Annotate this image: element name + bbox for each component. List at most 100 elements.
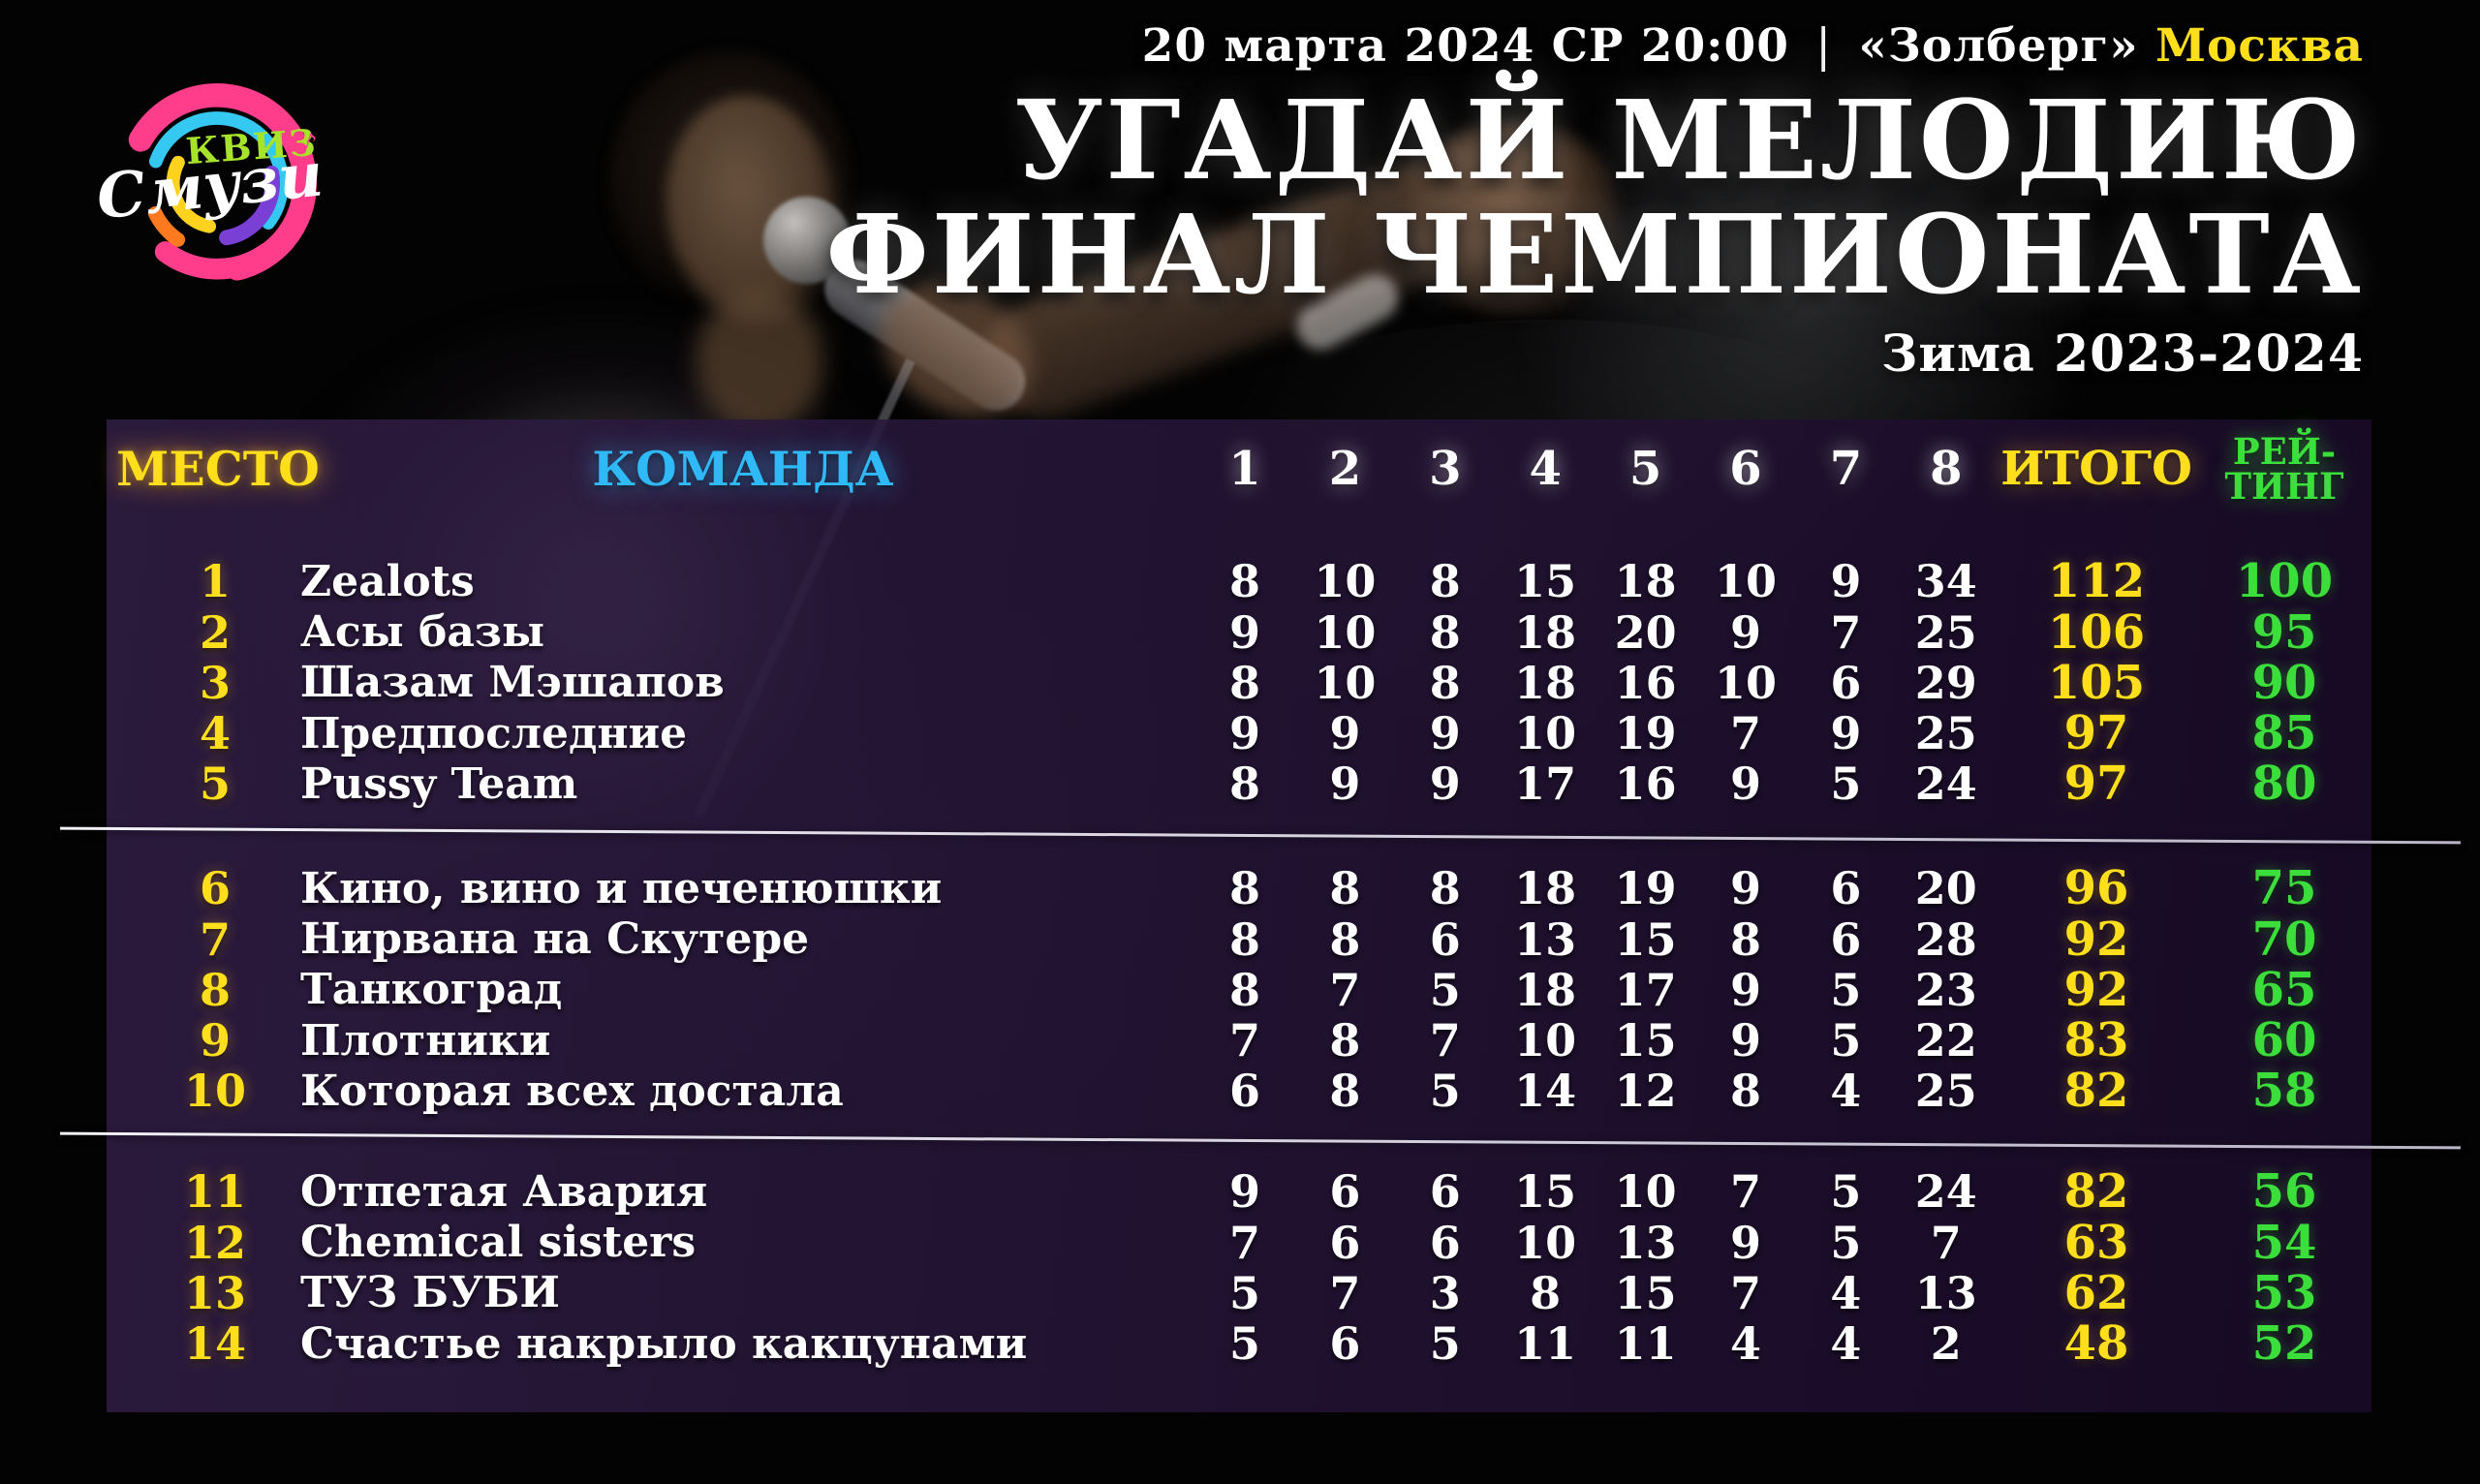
round-score: 5 xyxy=(1228,1317,1260,1371)
round-score: 5 xyxy=(1830,1014,1862,1067)
header-round-4: 4 xyxy=(1529,442,1562,496)
round-score: 6 xyxy=(1329,1165,1361,1219)
place-cell: 7 xyxy=(199,912,231,966)
team-name: ТУЗ БУБИ xyxy=(300,1268,560,1318)
round-score: 6 xyxy=(1429,1165,1461,1219)
round-score: 10 xyxy=(1514,707,1577,760)
round-score: 16 xyxy=(1614,757,1677,811)
round-score: 22 xyxy=(1914,1014,1977,1067)
round-score: 7 xyxy=(1329,1266,1361,1319)
round-score: 10 xyxy=(1314,656,1377,709)
rating-score: 65 xyxy=(2251,962,2317,1017)
round-score: 4 xyxy=(1729,1317,1761,1371)
round-score: 6 xyxy=(1830,912,1862,966)
round-score: 9 xyxy=(1729,862,1761,915)
round-score: 5 xyxy=(1429,1317,1461,1371)
round-score: 6 xyxy=(1830,862,1862,915)
round-score: 18 xyxy=(1514,862,1577,915)
round-score: 6 xyxy=(1329,1216,1361,1269)
team-name: Счастье накрыло какцунами xyxy=(300,1318,1028,1369)
total-score: 92 xyxy=(2063,962,2129,1017)
table-row: 5 Pussy Team 8 9 9 17 16 9 5 24 97 80 xyxy=(107,757,2372,812)
table-row: 10 Которая всех достала 6 8 5 14 12 8 4 25 82 58 xyxy=(107,1064,2372,1119)
round-score: 15 xyxy=(1614,1014,1677,1067)
round-score: 12 xyxy=(1614,1065,1677,1118)
table-header-row: МЕСТО КОМАНДА ИТОГО РЕЙ- ТИНГ 1 2 3 4 5 6 7 8 xyxy=(107,427,2372,510)
rating-score: 70 xyxy=(2251,912,2317,967)
round-score: 7 xyxy=(1729,1266,1761,1319)
round-score: 8 xyxy=(1429,555,1461,608)
place-cell: 12 xyxy=(183,1216,246,1269)
rating-score: 80 xyxy=(2251,757,2317,812)
team-name: Zealots xyxy=(300,556,475,606)
table-row: 2 Асы базы 9 10 8 18 20 9 7 25 106 95 xyxy=(107,604,2372,660)
round-score: 4 xyxy=(1830,1266,1862,1319)
table-row: 3 Шазам Мэшапов 8 10 8 18 16 10 6 29 105 90 xyxy=(107,656,2372,710)
header-round-7: 7 xyxy=(1829,442,1863,496)
round-score: 13 xyxy=(1914,1266,1977,1319)
total-score: 92 xyxy=(2063,912,2129,967)
total-score: 62 xyxy=(2063,1265,2129,1320)
round-score: 9 xyxy=(1729,1014,1761,1067)
round-score: 5 xyxy=(1830,757,1862,811)
round-score: 28 xyxy=(1914,912,1977,966)
round-score: 15 xyxy=(1614,912,1677,966)
round-score: 13 xyxy=(1514,912,1577,966)
table-group-bottom4: 11 Отпетая Авария 9 6 6 15 10 7 5 24 82 56 12 Chemica… xyxy=(107,1164,2372,1372)
divider-bar: | xyxy=(1815,19,1833,73)
rating-score: 60 xyxy=(2251,1013,2317,1068)
place-cell: 1 xyxy=(199,555,231,608)
place-cell: 3 xyxy=(199,656,231,709)
round-score: 8 xyxy=(1228,912,1260,966)
header-round-2: 2 xyxy=(1328,442,1362,496)
round-score: 9 xyxy=(1729,963,1761,1016)
table-row: 13 ТУЗ БУБИ 5 7 3 8 15 7 4 13 62 53 xyxy=(107,1265,2372,1320)
round-score: 5 xyxy=(1429,1065,1461,1118)
round-score: 10 xyxy=(1314,605,1377,659)
table-row: 9 Плотники 7 8 7 10 15 9 5 22 83 60 xyxy=(107,1013,2372,1068)
round-score: 8 xyxy=(1228,757,1260,811)
total-score: 106 xyxy=(2047,604,2146,660)
rating-score: 53 xyxy=(2251,1265,2317,1320)
round-score: 8 xyxy=(1429,862,1461,915)
kviz-smuzi-logo: КВИЗ ♪ Смузи xyxy=(93,82,326,284)
logo-pink-bottom-swirl xyxy=(120,86,314,280)
round-score: 8 xyxy=(1729,1065,1761,1118)
round-score: 13 xyxy=(1614,1216,1677,1269)
round-score: 19 xyxy=(1614,862,1677,915)
header-total: ИТОГО xyxy=(2000,442,2192,496)
round-score: 10 xyxy=(1514,1216,1577,1269)
place-cell: 4 xyxy=(199,707,231,760)
total-score: 96 xyxy=(2063,861,2129,916)
event-title-line1: УГАДАЙ МЕЛОДИЮ xyxy=(1014,77,2364,204)
rating-score: 85 xyxy=(2251,706,2317,761)
team-name: Асы базы xyxy=(300,606,545,657)
round-score: 7 xyxy=(1830,605,1862,659)
round-score: 10 xyxy=(1514,1014,1577,1067)
group-separator-line xyxy=(60,1131,2461,1150)
place-cell: 14 xyxy=(183,1317,246,1371)
rating-score: 100 xyxy=(2235,554,2334,609)
round-score: 15 xyxy=(1614,1266,1677,1319)
round-score: 9 xyxy=(1329,757,1361,811)
round-score: 16 xyxy=(1614,656,1677,709)
round-score: 7 xyxy=(1228,1014,1260,1067)
round-score: 6 xyxy=(1429,912,1461,966)
table-row: 1 Zealots 8 10 8 15 18 10 9 34 112 100 xyxy=(107,554,2372,609)
round-score: 8 xyxy=(1329,1065,1361,1118)
team-name: Плотники xyxy=(300,1015,551,1066)
header-team: КОМАНДА xyxy=(592,441,894,497)
header-rating-line2: ТИНГ xyxy=(2224,465,2344,508)
total-score: 82 xyxy=(2063,1064,2129,1119)
round-score: 18 xyxy=(1614,555,1677,608)
round-score: 5 xyxy=(1830,1165,1862,1219)
total-score: 112 xyxy=(2047,554,2146,609)
round-score: 8 xyxy=(1329,912,1361,966)
round-score: 9 xyxy=(1429,757,1461,811)
raised-fist xyxy=(1410,124,1618,313)
group-separator-line xyxy=(60,826,2461,845)
rating-score: 52 xyxy=(2251,1316,2317,1372)
round-score: 10 xyxy=(1314,555,1377,608)
round-score: 8 xyxy=(1329,1014,1361,1067)
